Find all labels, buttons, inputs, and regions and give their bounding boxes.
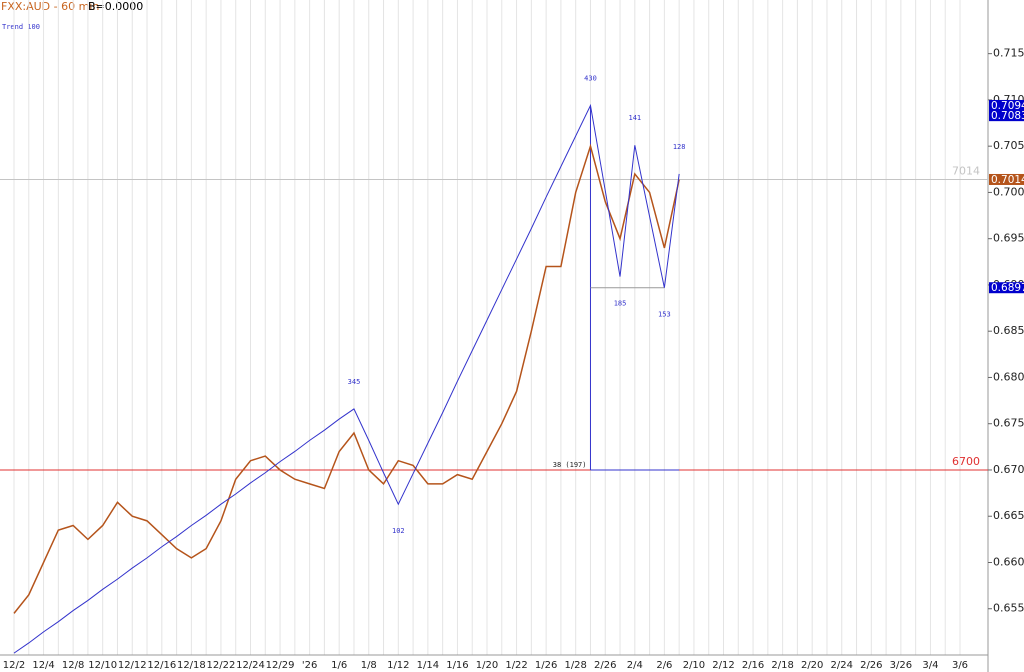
price-line [13, 143, 680, 614]
x-tick-label: 12/4 [32, 660, 54, 671]
pivot-label: 345 [348, 378, 361, 386]
x-tick-label: 12/24 [236, 660, 265, 671]
x-tick-label: 3/6 [952, 660, 968, 671]
x-tick-label: 12/2 [3, 660, 25, 671]
x-tick-label: 2/12 [712, 660, 734, 671]
x-tick-label: 1/12 [387, 660, 409, 671]
x-tick-label: 2/16 [742, 660, 764, 671]
chart-title: FXX:AUD - 60 min [1, 0, 99, 13]
price-tag-label: 0.6897 [991, 282, 1024, 294]
x-tick-label: 1/16 [446, 660, 468, 671]
legend-entry: Trend 100 [2, 23, 40, 31]
x-tick-label: 3/26 [890, 660, 912, 671]
pivot-label: 141 [628, 114, 641, 122]
price-tag [989, 110, 1024, 122]
x-tick-label: 2/18 [771, 660, 793, 671]
pivot-label: 430 [584, 74, 597, 82]
price-tag-label: 0.7083 [991, 110, 1024, 122]
price-tag [989, 282, 1024, 294]
level-label: 7014 [952, 164, 980, 177]
pivot-label: 102 [392, 527, 405, 535]
price-tag [989, 99, 1024, 111]
price-tag [989, 173, 1024, 185]
pivot-label: 128 [673, 143, 686, 151]
y-tick-label: 0.7150 [993, 47, 1024, 60]
x-tick-label: 1/6 [331, 660, 347, 671]
x-tick-label: 1/22 [505, 660, 527, 671]
x-tick-label: 1/28 [564, 660, 586, 671]
level-label: 6700 [952, 455, 980, 468]
y-tick-label: 0.6700 [993, 463, 1024, 476]
x-tick-label: 12/12 [118, 660, 147, 671]
x-tick-label: 2/24 [831, 660, 853, 671]
x-tick-label: 2/26 [594, 660, 616, 671]
x-tick-label: 3/4 [922, 660, 938, 671]
trend-line [13, 103, 680, 654]
x-tick-label: 2/10 [683, 660, 705, 671]
x-tick-label: 1/26 [535, 660, 557, 671]
x-tick-label: 12/8 [62, 660, 84, 671]
x-tick-label: 12/29 [266, 660, 295, 671]
chart-subtitle: B=0.0000 [88, 0, 143, 13]
x-tick-label: 1/14 [417, 660, 439, 671]
pivot-label: 153 [658, 311, 671, 319]
x-tick-label: 12/22 [207, 660, 236, 671]
x-tick-label: 2/26 [860, 660, 882, 671]
retracement-label: 38 (197) [553, 461, 587, 469]
x-tick-label: 12/16 [147, 660, 176, 671]
x-tick-label: 12/18 [177, 660, 206, 671]
x-tick-label: '26 [302, 660, 317, 671]
x-tick-label: 2/6 [656, 660, 672, 671]
price-tag-label: 0.7094 [991, 100, 1024, 112]
x-tick-label: 1/20 [476, 660, 498, 671]
x-tick-label: 12/10 [88, 660, 117, 671]
x-tick-label: 2/4 [627, 660, 643, 671]
x-tick-label: 2/20 [801, 660, 823, 671]
pivot-label: 185 [614, 300, 627, 308]
x-tick-label: 1/8 [361, 660, 377, 671]
price-tag-label: 0.7014 [991, 174, 1024, 186]
